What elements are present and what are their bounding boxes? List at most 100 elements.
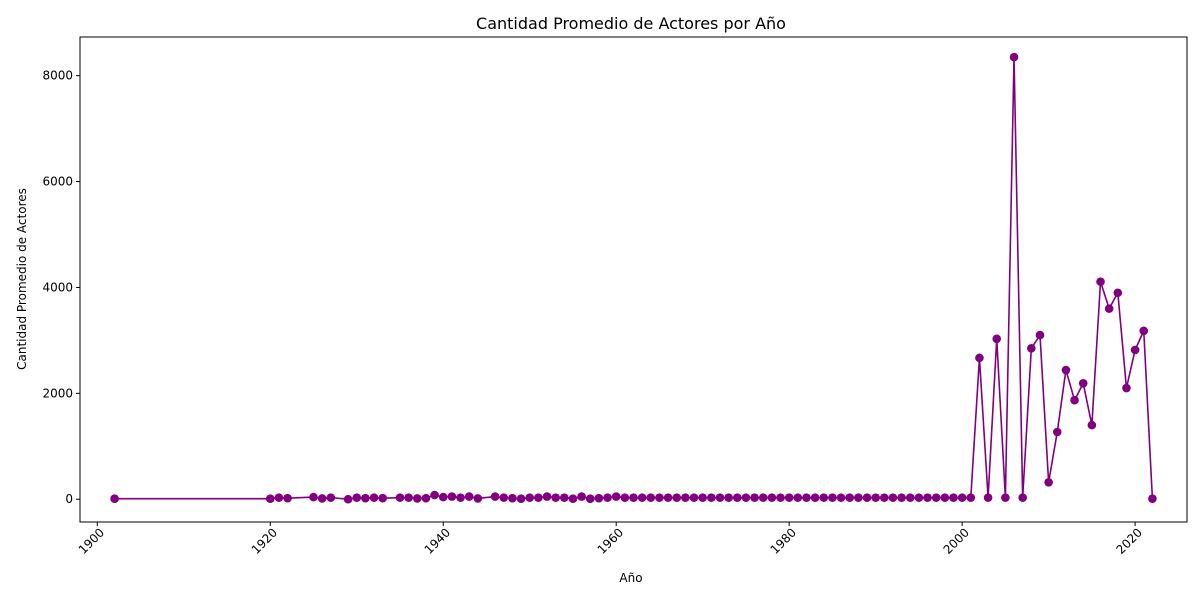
data-point [888, 493, 898, 502]
series-layer [110, 52, 1157, 504]
data-point [646, 493, 656, 502]
data-point [905, 493, 915, 502]
data-point [1052, 427, 1062, 437]
data-point [819, 493, 829, 502]
data-point [793, 493, 803, 502]
data-point [629, 493, 638, 502]
data-point [525, 493, 535, 502]
data-point [620, 493, 630, 502]
data-point [490, 492, 500, 501]
data-point [1130, 345, 1140, 355]
data-point [949, 493, 958, 502]
chart-title: Cantidad Promedio de Actores por Año [476, 14, 786, 33]
data-point [1070, 395, 1079, 405]
x-tick-label: 2000 [941, 525, 972, 556]
data-point [983, 493, 993, 502]
data-point [534, 493, 543, 502]
data-point [473, 494, 483, 503]
data-point [369, 493, 379, 502]
data-point [430, 490, 439, 500]
data-point [767, 493, 777, 502]
data-point [966, 493, 976, 502]
data-point [603, 493, 612, 502]
data-point [421, 493, 431, 503]
data-point [897, 493, 906, 502]
data-point [1104, 304, 1114, 313]
x-tick-label: 2020 [1114, 525, 1145, 556]
y-tick-label: 2000 [42, 386, 73, 400]
data-point [836, 493, 846, 502]
data-point [750, 493, 759, 502]
series-line [114, 57, 1154, 501]
data-point [265, 494, 275, 504]
data-point [784, 493, 794, 502]
data-point [378, 493, 388, 503]
x-axis-label: Año [619, 571, 642, 585]
data-point [283, 493, 292, 503]
x-axis: 1900 1920 1940 1960 1980 2000 2020 [76, 522, 1145, 557]
y-tick-label: 4000 [42, 280, 73, 294]
data-point [1078, 378, 1088, 388]
data-point [854, 493, 863, 502]
data-point [551, 493, 560, 502]
data-point [352, 493, 362, 502]
data-point [1027, 344, 1036, 353]
data-point [1096, 277, 1105, 286]
data-point [343, 494, 353, 504]
x-tick-label: 1980 [768, 525, 799, 556]
x-tick-label: 1920 [249, 525, 280, 556]
data-point [412, 494, 422, 503]
data-point [1122, 383, 1131, 393]
data-point [776, 493, 785, 502]
data-point [568, 494, 578, 504]
y-tick-label: 0 [65, 492, 73, 506]
data-point [655, 493, 664, 502]
data-point [309, 492, 318, 502]
data-point [637, 493, 647, 502]
data-point [931, 493, 941, 502]
y-axis-label: Cantidad Promedio de Actores [15, 188, 29, 370]
data-point [560, 493, 569, 502]
data-point [1148, 494, 1157, 504]
data-point [326, 493, 336, 502]
x-tick-label: 1940 [422, 525, 453, 556]
data-point [689, 493, 699, 502]
data-point [975, 353, 984, 363]
data-point [1009, 52, 1019, 62]
data-point [758, 493, 768, 502]
data-point [914, 493, 924, 502]
data-point [404, 493, 413, 502]
data-point [1035, 330, 1045, 340]
data-point [438, 492, 448, 502]
data-point [585, 494, 595, 504]
y-tick-label: 8000 [42, 69, 73, 83]
data-point [594, 493, 604, 503]
data-point [611, 492, 621, 501]
data-point [395, 493, 405, 502]
data-point [992, 334, 1002, 344]
x-tick-label: 1960 [595, 525, 626, 556]
data-point [464, 492, 474, 501]
data-point [741, 493, 751, 502]
data-point [1061, 365, 1071, 375]
data-point [845, 493, 855, 502]
data-point [516, 494, 526, 504]
data-point [715, 493, 725, 502]
plot-frame [79, 36, 1188, 523]
data-point [681, 493, 690, 502]
data-point [828, 493, 837, 502]
data-point [499, 493, 509, 502]
data-point [707, 493, 716, 502]
data-point [1018, 493, 1027, 502]
data-point [732, 493, 742, 502]
data-point [940, 493, 950, 502]
data-point [508, 493, 517, 503]
data-point [1001, 493, 1010, 502]
data-point [810, 493, 820, 502]
data-point [317, 494, 327, 503]
data-point [698, 493, 707, 502]
x-tick-label: 1900 [76, 525, 107, 556]
y-axis: 0 2000 4000 6000 8000 [42, 69, 80, 506]
data-point [663, 493, 673, 502]
